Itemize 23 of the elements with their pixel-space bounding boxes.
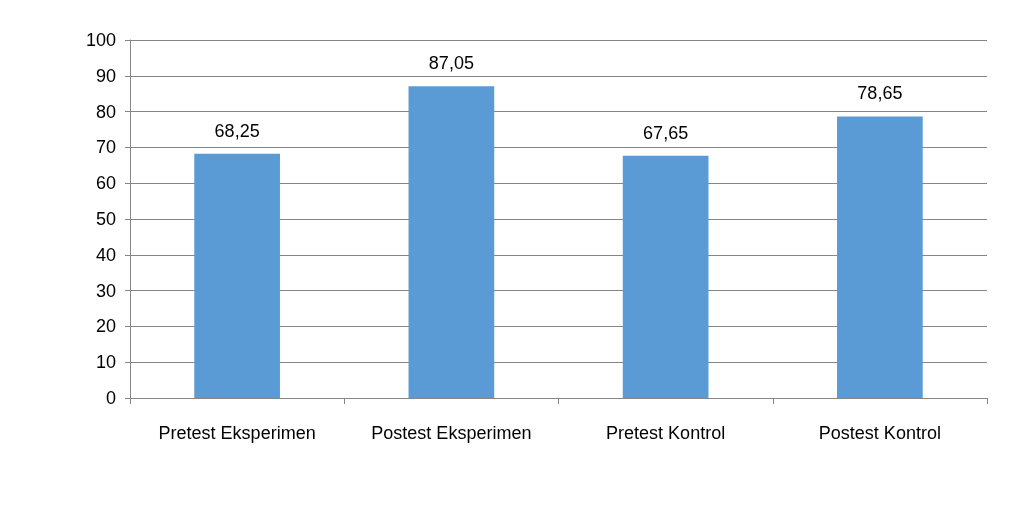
y-tick-label: 70 [95, 137, 116, 158]
bar [837, 116, 923, 398]
bar [622, 155, 709, 398]
bar [194, 153, 280, 398]
y-tick-label: 60 [95, 173, 116, 194]
data-label: 78,65 [857, 83, 903, 104]
y-tick-label: 0 [105, 388, 116, 408]
y-tick-label: 40 [95, 244, 116, 265]
x-tick-label: Postest Kontrol [818, 423, 941, 443]
data-label: 87,05 [428, 53, 474, 74]
data-label: 67,65 [643, 122, 689, 143]
y-tick-label: 90 [95, 65, 116, 86]
y-tick-label: 50 [95, 209, 116, 229]
y-tick-label: 30 [95, 280, 116, 301]
y-tick-label: 100 [85, 30, 116, 50]
x-tick-label: Pretest Eksperimen [158, 423, 316, 443]
x-tick-label: Postest Eksperimen [371, 423, 532, 443]
y-tick-label: 10 [95, 352, 116, 373]
y-tick-label: 20 [95, 316, 116, 337]
x-tick-label: Pretest Kontrol [606, 423, 726, 443]
bar [408, 86, 495, 398]
data-label: 68,25 [214, 120, 260, 141]
y-tick-label: 80 [95, 101, 116, 122]
